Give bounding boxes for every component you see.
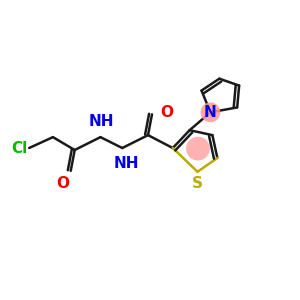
Circle shape — [200, 102, 220, 122]
Circle shape — [186, 137, 210, 160]
Text: NH: NH — [89, 114, 114, 129]
Text: O: O — [160, 105, 173, 120]
Text: Cl: Cl — [11, 140, 27, 155]
Text: NH: NH — [113, 156, 139, 171]
Text: S: S — [192, 176, 203, 191]
Text: O: O — [56, 176, 69, 191]
Text: N: N — [204, 105, 217, 120]
